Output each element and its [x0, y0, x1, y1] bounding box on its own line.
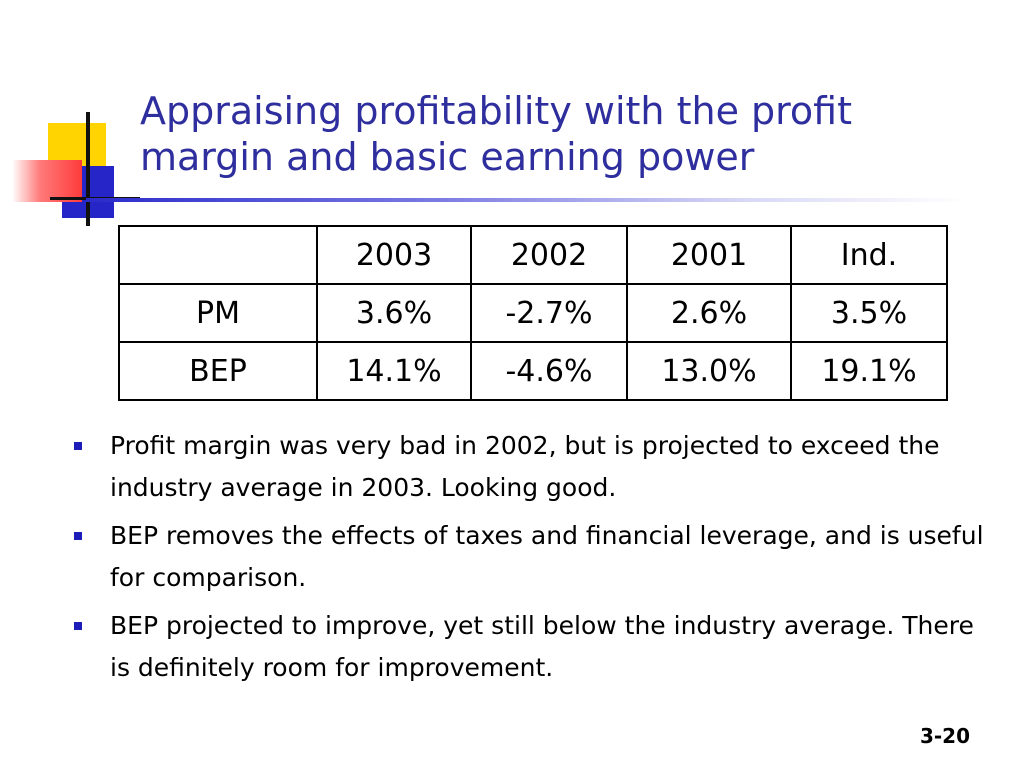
- list-item: Profit margin was very bad in 2002, but …: [72, 425, 992, 509]
- table-cell: 3.5%: [790, 283, 948, 343]
- table-cell: -4.6%: [470, 341, 628, 401]
- square-bullet-icon: [74, 622, 82, 630]
- table-cell: 14.1%: [316, 341, 472, 401]
- table-row: BEP 14.1% -4.6% 13.0% 19.1%: [118, 341, 948, 401]
- title-underline: [86, 198, 966, 202]
- list-item: BEP removes the effects of taxes and fin…: [72, 515, 992, 599]
- square-bullet-icon: [74, 442, 82, 450]
- table-cell: 19.1%: [790, 341, 948, 401]
- list-item: BEP projected to improve, yet still belo…: [72, 605, 992, 689]
- slide-title-line-2: margin and basic earning power: [140, 135, 755, 179]
- logo-vertical-line: [86, 112, 90, 226]
- bullet-text: BEP projected to improve, yet still belo…: [110, 611, 974, 682]
- slide-title-line-1: Appraising profitability with the profit: [140, 89, 853, 133]
- slide-title: Appraising profitability with the profit…: [140, 88, 1000, 180]
- table-header-cell: 2001: [626, 225, 792, 285]
- table-header-cell: [118, 225, 318, 285]
- table-cell: 3.6%: [316, 283, 472, 343]
- page-number: 3-20: [919, 724, 970, 748]
- table-cell: -2.7%: [470, 283, 628, 343]
- table-header-row: 2003 2002 2001 Ind.: [118, 225, 948, 285]
- table-header-cell: Ind.: [790, 225, 948, 285]
- bullet-list: Profit margin was very bad in 2002, but …: [72, 425, 992, 695]
- bullet-text: Profit margin was very bad in 2002, but …: [110, 431, 940, 502]
- bullet-text: BEP removes the effects of taxes and fin…: [110, 521, 984, 592]
- square-bullet-icon: [74, 532, 82, 540]
- table-cell: 2.6%: [626, 283, 792, 343]
- logo-red-square: [12, 160, 82, 202]
- table-row: PM 3.6% -2.7% 2.6% 3.5%: [118, 283, 948, 343]
- ratio-table: 2003 2002 2001 Ind. PM 3.6% -2.7% 2.6% 3…: [118, 225, 948, 401]
- table-header-cell: 2003: [316, 225, 472, 285]
- slide-logo: [0, 0, 140, 240]
- table-header-cell: 2002: [470, 225, 628, 285]
- table-row-label: BEP: [118, 341, 318, 401]
- table-cell: 13.0%: [626, 341, 792, 401]
- table-row-label: PM: [118, 283, 318, 343]
